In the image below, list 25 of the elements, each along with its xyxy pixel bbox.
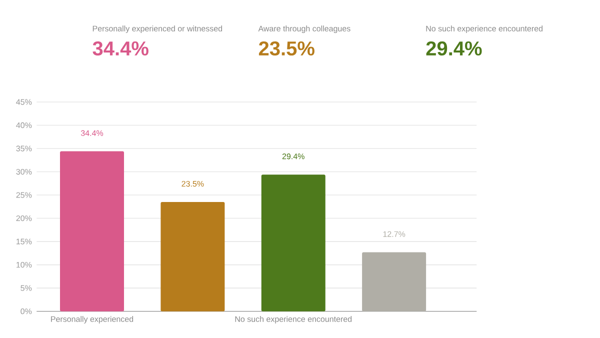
text: 23.5% [258, 41, 314, 56]
text: 34.4% [92, 41, 148, 56]
text: Personally experienced or witnessed [92, 26, 222, 33]
y-tick-label: 45% [16, 99, 32, 105]
data-label: 23.5% [182, 180, 204, 187]
bar [60, 151, 124, 312]
text: 29.4% [426, 41, 482, 56]
y-tick-label: 25% [16, 192, 32, 198]
y-tick-label: 5% [20, 285, 32, 291]
y-tick-label: 0% [20, 308, 32, 314]
text: No such experience encountered [426, 26, 542, 33]
data-label: 29.4% [282, 154, 304, 160]
text: Aware through colleagues [258, 26, 350, 33]
bar [160, 202, 225, 312]
y-tick-label: 35% [16, 146, 32, 152]
y-tick-label: 20% [16, 215, 32, 222]
bar [362, 252, 426, 312]
y-tick-label: 30% [16, 168, 32, 175]
data-label: 34.4% [80, 130, 104, 136]
y-tick-label: 10% [16, 262, 32, 268]
bar [261, 174, 326, 312]
y-tick-label: 15% [16, 238, 32, 244]
x-tick-label: Personally experienced [51, 316, 134, 324]
data-label: 12.7% [383, 231, 406, 237]
y-tick-label: 40% [16, 122, 32, 128]
